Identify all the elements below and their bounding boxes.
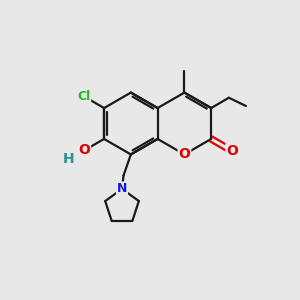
Text: O: O — [78, 143, 90, 158]
Text: Cl: Cl — [77, 90, 90, 103]
Text: H: H — [63, 152, 75, 166]
Text: O: O — [178, 147, 190, 161]
Text: N: N — [117, 182, 127, 195]
Text: O: O — [226, 144, 238, 158]
